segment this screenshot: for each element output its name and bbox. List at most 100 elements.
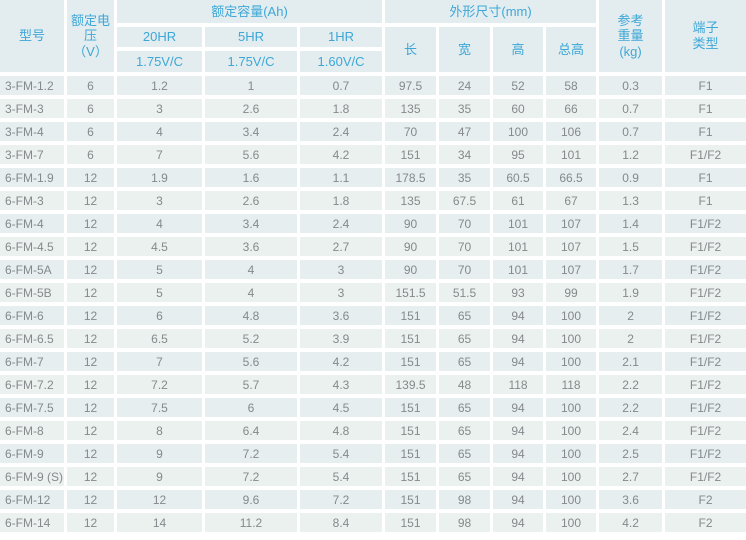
cell-width: 65: [439, 467, 491, 486]
cell-weight: 3.6: [599, 490, 663, 509]
cell-width: 65: [439, 306, 491, 325]
cell-cap-1hr: 7.2: [300, 490, 383, 509]
cell-model: 6-FM-6: [0, 306, 64, 325]
cell-cap-1hr: 3.6: [300, 306, 383, 325]
cell-cap-1hr: 4.5: [300, 398, 383, 417]
cell-weight: 2.4: [599, 421, 663, 440]
cell-cap-5hr: 5.2: [205, 329, 297, 348]
cell-height: 118: [493, 375, 544, 394]
table-row: 6-FM-8 12 8 6.4 4.8 151 65 94 100 2.4 F1/F2: [0, 421, 746, 440]
cell-cap-20hr: 7.5: [117, 398, 202, 417]
cell-cap-20hr: 1.9: [117, 168, 202, 187]
cell-cap-1hr: 2.4: [300, 122, 383, 141]
cell-cap-20hr: 6: [117, 306, 202, 325]
table-row: 6-FM-7.5 12 7.5 6 4.5 151 65 94 100 2.2 F1/F2: [0, 398, 746, 417]
cell-model: 6-FM-6.5: [0, 329, 64, 348]
cell-height: 95: [493, 145, 544, 164]
cell-height: 94: [493, 444, 544, 463]
header-row-cutoffs: 1.75V/C 1.75V/C 1.60V/C: [0, 51, 746, 72]
table-body: 3-FM-1.2 6 1.2 1 0.7 97.5 24 52 58 0.3 F1 3-FM-3 6 3 2…: [0, 76, 746, 532]
cell-length: 70: [385, 122, 437, 141]
cell-total-height: 100: [546, 421, 597, 440]
cell-width: 65: [439, 398, 491, 417]
cell-model: 6-FM-5A: [0, 260, 64, 279]
cell-weight: 1.5: [599, 237, 663, 256]
cell-terminal: F1/F2: [665, 237, 746, 256]
cell-voltage: 12: [67, 191, 114, 210]
cell-width: 47: [439, 122, 491, 141]
cell-model: 6-FM-4: [0, 214, 64, 233]
column-group-dimensions: 外形尺寸(mm): [385, 0, 597, 23]
cell-cap-20hr: 4.5: [117, 237, 202, 256]
cell-cap-20hr: 12: [117, 490, 202, 509]
cell-model: 6-FM-1.9: [0, 168, 64, 187]
cell-height: 94: [493, 329, 544, 348]
cell-terminal: F1/F2: [665, 398, 746, 417]
cell-weight: 1.4: [599, 214, 663, 233]
column-header-voltage: 额定电压 （V）: [67, 0, 114, 72]
cell-cap-20hr: 7: [117, 145, 202, 164]
cell-cap-20hr: 3: [117, 191, 202, 210]
cell-cap-5hr: 3.4: [205, 214, 297, 233]
cell-height: 52: [493, 76, 544, 95]
cell-terminal: F2: [665, 490, 746, 509]
cell-height: 93: [493, 283, 544, 302]
cell-height: 60: [493, 99, 544, 118]
cell-length: 135: [385, 99, 437, 118]
cell-cap-5hr: 9.6: [205, 490, 297, 509]
cell-cap-1hr: 5.4: [300, 444, 383, 463]
cell-cap-1hr: 1.8: [300, 99, 383, 118]
cell-cap-5hr: 4: [205, 260, 297, 279]
cell-weight: 1.3: [599, 191, 663, 210]
cell-model: 6-FM-9 (S): [0, 467, 64, 486]
table-row: 6-FM-1.9 12 1.9 1.6 1.1 178.5 35 60.5 66.5 0.9 F1: [0, 168, 746, 187]
cell-weight: 2: [599, 306, 663, 325]
cell-cap-5hr: 7.2: [205, 467, 297, 486]
cell-cap-5hr: 5.6: [205, 352, 297, 371]
cell-total-height: 107: [546, 214, 597, 233]
cell-width: 70: [439, 260, 491, 279]
column-header-model: 型号: [0, 0, 64, 72]
cell-width: 51.5: [439, 283, 491, 302]
cell-cap-5hr: 2.6: [205, 191, 297, 210]
cell-height: 100: [493, 122, 544, 141]
cell-length: 151: [385, 490, 437, 509]
cell-model: 6-FM-9: [0, 444, 64, 463]
cell-total-height: 107: [546, 260, 597, 279]
cell-width: 70: [439, 237, 491, 256]
cell-length: 151: [385, 421, 437, 440]
cell-weight: 1.9: [599, 283, 663, 302]
cell-length: 151: [385, 329, 437, 348]
cell-total-height: 66: [546, 99, 597, 118]
cell-total-height: 100: [546, 444, 597, 463]
cell-width: 24: [439, 76, 491, 95]
cell-model: 6-FM-14: [0, 513, 64, 532]
cell-length: 135: [385, 191, 437, 210]
cell-weight: 0.3: [599, 76, 663, 95]
cell-height: 94: [493, 467, 544, 486]
cell-voltage: 12: [67, 513, 114, 532]
cell-weight: 2: [599, 329, 663, 348]
cell-total-height: 66.5: [546, 168, 597, 187]
cell-height: 101: [493, 237, 544, 256]
cell-terminal: F1/F2: [665, 145, 746, 164]
cell-cap-20hr: 8: [117, 421, 202, 440]
cell-weight: 1.7: [599, 260, 663, 279]
cell-voltage: 12: [67, 490, 114, 509]
cell-cap-20hr: 4: [117, 122, 202, 141]
cell-height: 60.5: [493, 168, 544, 187]
cell-cap-5hr: 7.2: [205, 444, 297, 463]
cell-width: 65: [439, 329, 491, 348]
cell-weight: 2.2: [599, 398, 663, 417]
cell-total-height: 67: [546, 191, 597, 210]
cell-model: 6-FM-8: [0, 421, 64, 440]
cell-voltage: 12: [67, 375, 114, 394]
cell-length: 151: [385, 398, 437, 417]
cell-voltage: 12: [67, 283, 114, 302]
cell-cap-20hr: 7.2: [117, 375, 202, 394]
cell-cap-20hr: 5: [117, 283, 202, 302]
cell-weight: 0.7: [599, 99, 663, 118]
cell-height: 94: [493, 421, 544, 440]
cell-cap-20hr: 9: [117, 467, 202, 486]
cell-width: 98: [439, 513, 491, 532]
